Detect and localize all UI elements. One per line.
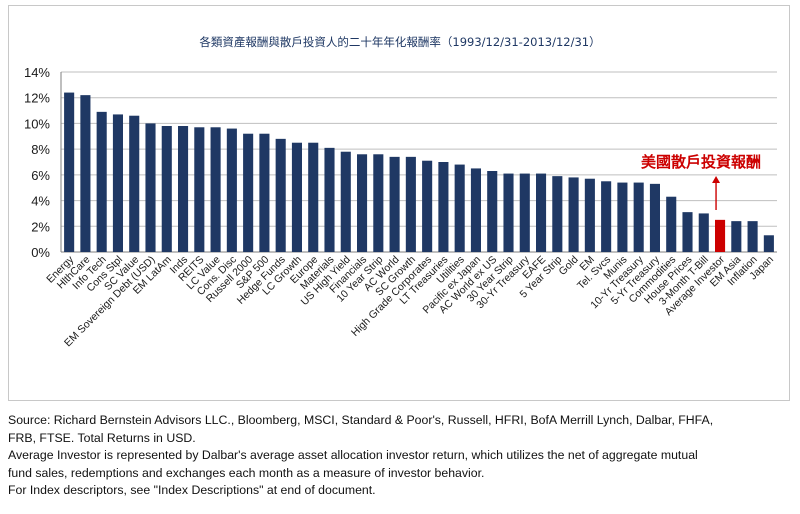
- bar: [357, 154, 368, 252]
- annotation-arrow-head: [712, 176, 721, 183]
- annotation-label: 美國散戶投資報酬: [641, 153, 761, 171]
- bar: [747, 221, 758, 252]
- y-tick-label: 2%: [31, 219, 50, 234]
- footnote-line: FRB, FTSE. Total Returns in USD.: [8, 430, 196, 445]
- bar: [129, 115, 140, 252]
- footnote-line: fund sales, redemptions and exchanges ea…: [8, 465, 485, 480]
- bar: [389, 156, 400, 252]
- bar: [210, 127, 221, 252]
- bar: [584, 178, 595, 252]
- bar: [275, 138, 286, 252]
- bar: [145, 123, 156, 252]
- bar: [194, 127, 205, 252]
- bar: [226, 128, 237, 252]
- bar: [519, 173, 530, 252]
- footnote-line: Average Investor is represented by Dalba…: [8, 448, 698, 463]
- bar: [422, 160, 433, 252]
- footnote-line: Source: Richard Bernstein Advisors LLC.,…: [8, 413, 714, 427]
- bar: [64, 92, 75, 252]
- chart-title: 各類資產報酬與散戶投資人的二十年年化報酬率（1993/12/31-2013/12…: [199, 35, 601, 49]
- bar: [470, 168, 481, 252]
- bar: [633, 182, 644, 252]
- bar: [96, 111, 107, 252]
- bar: [438, 162, 449, 252]
- bar: [568, 177, 579, 252]
- bar: [666, 196, 677, 252]
- bar: [161, 126, 172, 252]
- bar: [601, 181, 612, 252]
- bar: [552, 176, 563, 252]
- bar: [503, 173, 514, 252]
- bar: [405, 156, 416, 252]
- chart-frame: [8, 5, 790, 401]
- y-tick-label: 10%: [24, 116, 50, 131]
- bar: [308, 142, 319, 252]
- y-tick-label: 4%: [31, 194, 50, 209]
- bar: [340, 151, 351, 252]
- footnote-line: For Index descriptors, see "Index Descri…: [8, 483, 376, 498]
- bar: [80, 95, 91, 253]
- bar: [763, 235, 774, 252]
- bar: [487, 171, 498, 252]
- bar: [698, 213, 709, 252]
- bar: [682, 212, 693, 252]
- bar: [454, 164, 465, 252]
- bar: [259, 133, 270, 252]
- bar: [617, 182, 628, 252]
- bar: [731, 221, 742, 252]
- bar: [291, 142, 302, 252]
- bar: [373, 154, 384, 252]
- y-tick-label: 12%: [24, 91, 50, 106]
- bar: [178, 126, 189, 252]
- bar-highlight: [715, 219, 726, 252]
- bar: [243, 133, 254, 252]
- bar: [536, 173, 547, 252]
- y-tick-label: 0%: [31, 245, 50, 260]
- y-tick-label: 14%: [24, 65, 50, 80]
- bar: [112, 114, 123, 252]
- bar: [324, 147, 335, 252]
- footnote: Source: Richard Bernstein Advisors LLC.,…: [8, 412, 793, 500]
- bar: [649, 183, 660, 252]
- y-tick-label: 8%: [31, 142, 50, 157]
- y-tick-label: 6%: [31, 168, 50, 183]
